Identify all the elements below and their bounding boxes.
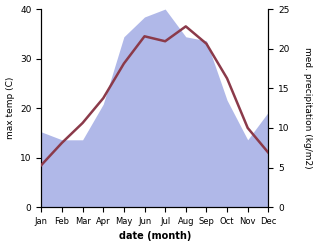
X-axis label: date (month): date (month) <box>119 231 191 242</box>
Y-axis label: med. precipitation (kg/m2): med. precipitation (kg/m2) <box>303 47 313 169</box>
Y-axis label: max temp (C): max temp (C) <box>5 77 15 139</box>
